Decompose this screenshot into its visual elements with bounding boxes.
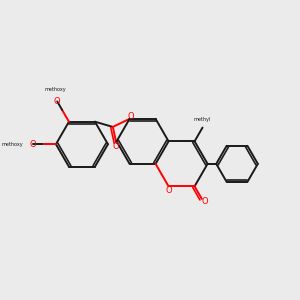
Text: O: O xyxy=(202,197,208,206)
Text: O: O xyxy=(165,186,172,195)
Text: methoxy: methoxy xyxy=(2,142,23,147)
Text: O: O xyxy=(54,97,61,106)
Text: methoxy: methoxy xyxy=(44,87,66,92)
Text: O: O xyxy=(113,142,120,151)
Text: methyl: methyl xyxy=(194,117,211,122)
Text: O: O xyxy=(128,112,134,121)
Text: O: O xyxy=(29,140,36,149)
